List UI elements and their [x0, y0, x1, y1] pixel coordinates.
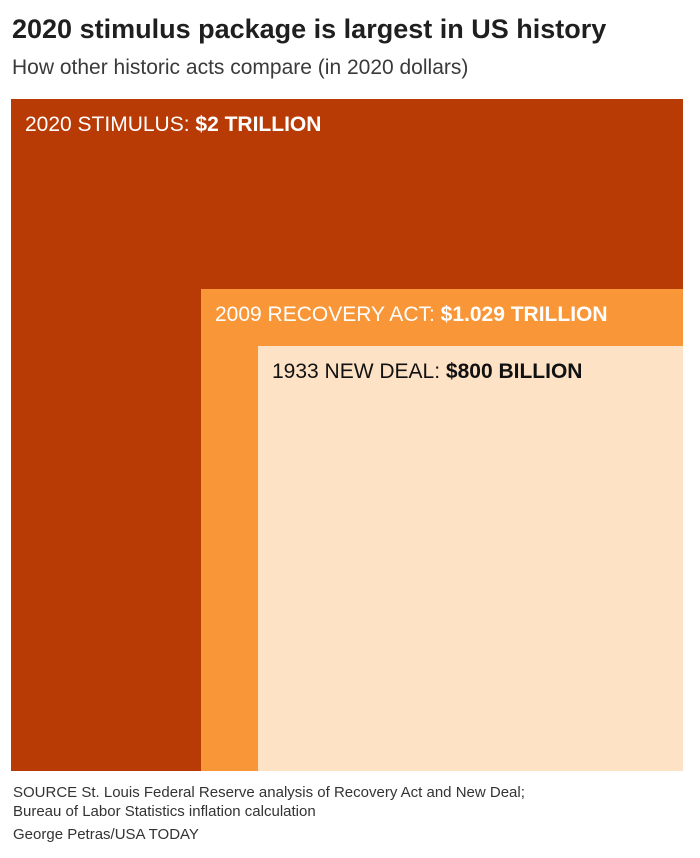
series-name: 1933 NEW DEAL: [272, 360, 446, 383]
source-note: SOURCE St. Louis Federal Reserve analysi… [13, 783, 673, 821]
box-2009-recovery-act-label: 2009 RECOVERY ACT: $1.029 TRILLION [215, 303, 608, 327]
source-line-1: SOURCE St. Louis Federal Reserve analysi… [13, 784, 525, 801]
series-value: $2 TRILLION [195, 113, 322, 136]
box-2020-stimulus-label: 2020 STIMULUS: $2 TRILLION [25, 113, 321, 137]
source-line-2: Bureau of Labor Statistics inflation cal… [13, 803, 316, 820]
chart-title: 2020 stimulus package is largest in US h… [12, 14, 607, 44]
area-comparison-chart: 2020 STIMULUS: $2 TRILLION 2009 RECOVERY … [11, 99, 683, 771]
series-name: 2020 STIMULUS: [25, 113, 196, 136]
box-1933-new-deal: 1933 NEW DEAL: $800 BILLION [258, 346, 683, 771]
box-1933-new-deal-label: 1933 NEW DEAL: $800 BILLION [272, 360, 582, 384]
series-name: 2009 RECOVERY ACT: [214, 302, 441, 326]
chart-subtitle: How other historic acts compare (in 2020… [12, 56, 469, 79]
series-value: $800 BILLION [445, 360, 583, 383]
credit-line: George Petras/USA TODAY [13, 826, 199, 843]
series-value: $1.029 TRILLION [440, 302, 608, 326]
